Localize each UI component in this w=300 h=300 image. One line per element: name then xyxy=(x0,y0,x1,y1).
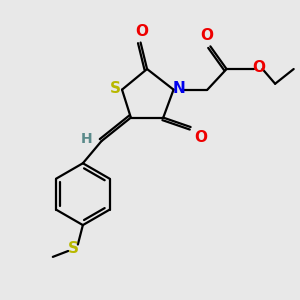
Text: N: N xyxy=(172,81,185,96)
Text: S: S xyxy=(68,241,79,256)
Text: O: O xyxy=(135,24,148,39)
Text: S: S xyxy=(110,81,121,96)
Text: O: O xyxy=(252,60,266,75)
Text: O: O xyxy=(200,28,213,43)
Text: O: O xyxy=(194,130,207,145)
Text: H: H xyxy=(81,132,93,146)
